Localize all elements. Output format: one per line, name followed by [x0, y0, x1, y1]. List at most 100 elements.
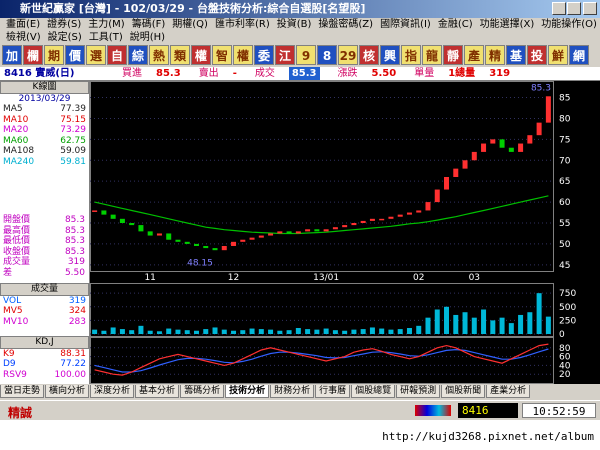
- toolbar-button[interactable]: 權: [191, 45, 211, 65]
- toolbar-button[interactable]: 龍: [422, 45, 442, 65]
- legend-row: MA108 59.09: [0, 146, 89, 157]
- legend-name: MA108: [3, 146, 35, 156]
- tab[interactable]: 產業分析: [486, 385, 531, 398]
- quote-value: 85.3: [288, 67, 320, 80]
- candle: [360, 220, 366, 223]
- quote-label: 漲跌: [337, 68, 358, 79]
- toolbar-button[interactable]: 基: [506, 45, 526, 65]
- toolbar-button[interactable]: 權: [233, 45, 253, 65]
- quote-value: 5.50: [371, 68, 397, 79]
- legend-row: MA240 59.81: [0, 157, 89, 168]
- toolbar-button[interactable]: 投: [527, 45, 547, 65]
- y-tick-label: 0: [559, 330, 565, 340]
- tab[interactable]: 橫向分析: [45, 385, 90, 398]
- toolbar-button[interactable]: 8: [317, 45, 337, 65]
- toolbar-button[interactable]: 9: [296, 45, 316, 65]
- ohlc-value: 85.3: [64, 225, 85, 236]
- toolbar-button[interactable]: 加: [2, 45, 22, 65]
- tab[interactable]: 基本分析: [135, 385, 180, 398]
- legend-row: MV10 283: [0, 317, 89, 328]
- menu-item[interactable]: 證券(S): [47, 19, 82, 30]
- close-button[interactable]: [583, 2, 597, 15]
- ohlc-label: 成交量: [3, 257, 31, 267]
- toolbar-button[interactable]: 期: [44, 45, 64, 65]
- y-tick-label: 500: [559, 303, 576, 313]
- menu-item[interactable]: 操盤密碼(Z): [318, 19, 374, 30]
- date: 2013/03/29: [18, 93, 71, 104]
- candle: [453, 168, 459, 177]
- volume-bar: [462, 312, 468, 334]
- menu-item[interactable]: 主力(M): [88, 19, 125, 30]
- tab[interactable]: 財務分析: [270, 385, 315, 398]
- volume-bar: [193, 330, 199, 334]
- tab[interactable]: 個股新聞: [441, 385, 486, 398]
- candle: [119, 218, 125, 223]
- toolbar-button[interactable]: 核: [359, 45, 379, 65]
- toolbar-button[interactable]: 29: [338, 45, 358, 65]
- toolbar-button[interactable]: 欄: [23, 45, 43, 65]
- menu-item[interactable]: 工具(T): [88, 32, 123, 43]
- candle: [166, 233, 172, 240]
- ohlc-value: 319: [67, 257, 85, 267]
- toolbar-button[interactable]: 智: [212, 45, 232, 65]
- volume-bar: [295, 328, 301, 334]
- candle: [156, 233, 162, 236]
- tab[interactable]: 研報預測: [396, 385, 441, 398]
- toolbar-button[interactable]: 價: [65, 45, 85, 65]
- toolbar-button[interactable]: 鮮: [548, 45, 568, 65]
- toolbar-button[interactable]: 精: [485, 45, 505, 65]
- panel-header: KD,J: [0, 336, 89, 349]
- volume-bar: [527, 312, 533, 334]
- candle: [369, 218, 375, 221]
- tab[interactable]: 籌碼分析: [180, 385, 225, 398]
- kd-info-panel: KD,J K9 88.31 D9 77.22 RSV9 100.00: [0, 336, 90, 384]
- toolbar-button[interactable]: 產: [464, 45, 484, 65]
- y-tick-label: 65: [559, 177, 570, 187]
- menu-item[interactable]: 檢視(V): [6, 32, 41, 43]
- menu-item[interactable]: 投資(B): [276, 19, 312, 30]
- menu-item[interactable]: 功能操作(O): [541, 19, 597, 30]
- toolbar-button[interactable]: 靜: [443, 45, 463, 65]
- menu-item[interactable]: 設定(S): [47, 32, 82, 43]
- candle: [388, 216, 394, 219]
- toolbar-button[interactable]: 選: [86, 45, 106, 65]
- menu-item[interactable]: 畫面(E): [6, 19, 41, 30]
- menu-item[interactable]: 金融(C): [437, 19, 473, 30]
- toolbar-button[interactable]: 綜: [128, 45, 148, 65]
- menu-item[interactable]: 籌碼(F): [131, 19, 166, 30]
- legend-row: RSV9 100.00: [0, 370, 89, 381]
- volume-bar: [258, 329, 264, 334]
- volume-bar: [397, 329, 403, 334]
- tab[interactable]: 技術分析: [225, 385, 270, 398]
- menu-item[interactable]: 說明(H): [129, 32, 166, 43]
- menu-item[interactable]: 期權(Q): [172, 19, 208, 30]
- menu-item[interactable]: 功能選擇(X): [479, 19, 535, 30]
- volume-bar: [351, 329, 357, 334]
- minimize-button[interactable]: [552, 2, 566, 15]
- tab[interactable]: 個股總覽: [351, 385, 396, 398]
- ohlc-row: 最低價 85.3: [0, 236, 88, 247]
- legend-value: 283: [68, 316, 86, 327]
- legend-name: D9: [3, 359, 16, 369]
- toolbar-button[interactable]: 委: [254, 45, 274, 65]
- maximize-button[interactable]: [567, 2, 581, 15]
- toolbar-button[interactable]: 興: [380, 45, 400, 65]
- tab[interactable]: 當日走勢: [0, 385, 45, 398]
- candle: [231, 241, 237, 246]
- toolbar-button[interactable]: 江: [275, 45, 295, 65]
- menu-item[interactable]: 匯市利率(R): [214, 19, 270, 30]
- volume-bar: [138, 325, 144, 334]
- toolbar-button[interactable]: 自: [107, 45, 127, 65]
- menu-item[interactable]: 國際資訊(I): [380, 19, 431, 30]
- toolbar-button[interactable]: 熱: [149, 45, 169, 65]
- volume-bar: [545, 316, 551, 334]
- tab[interactable]: 行事曆: [315, 385, 351, 398]
- toolbar-button[interactable]: 類: [170, 45, 190, 65]
- window-title: 新世紀贏家 [台灣] - 102/03/29 - 台盤技術分析:綜合自選股[名望…: [20, 2, 366, 15]
- volume-bar: [416, 325, 422, 334]
- toolbar-button[interactable]: 指: [401, 45, 421, 65]
- tab[interactable]: 深度分析: [90, 385, 135, 398]
- volume-bar: [471, 317, 477, 334]
- toolbar-button[interactable]: 網: [569, 45, 589, 65]
- volume-bar: [184, 330, 190, 334]
